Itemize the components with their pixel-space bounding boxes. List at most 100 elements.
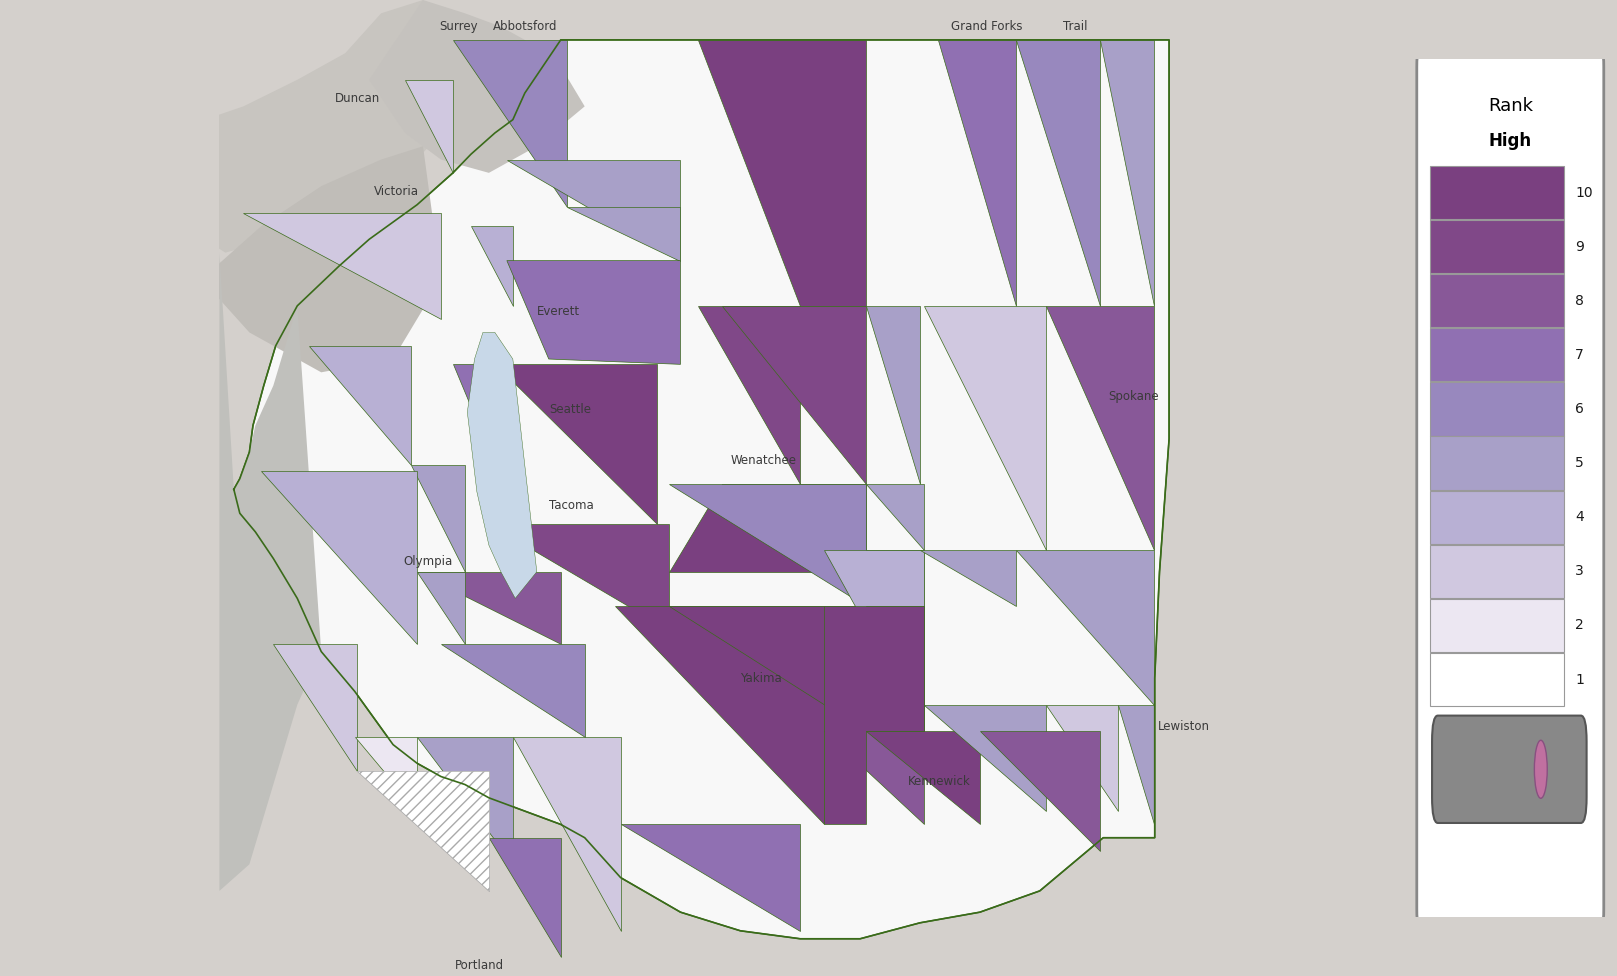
Polygon shape: [506, 159, 681, 261]
Polygon shape: [1046, 305, 1153, 550]
Bar: [1429, 653, 1564, 707]
Text: Trail: Trail: [1064, 20, 1088, 33]
Text: 10: 10: [1575, 185, 1593, 199]
Text: Duncan: Duncan: [335, 92, 380, 104]
Text: 8: 8: [1575, 294, 1585, 307]
Text: Grand Forks: Grand Forks: [951, 20, 1024, 33]
Text: Spokane: Spokane: [1108, 389, 1159, 403]
Text: 2: 2: [1575, 619, 1585, 632]
Text: Wenatchee: Wenatchee: [731, 454, 796, 467]
FancyBboxPatch shape: [1416, 41, 1604, 935]
Polygon shape: [1015, 550, 1153, 705]
Text: Yakima: Yakima: [741, 671, 783, 684]
Polygon shape: [668, 606, 867, 731]
Polygon shape: [513, 737, 621, 931]
Polygon shape: [923, 705, 1046, 811]
Polygon shape: [668, 484, 867, 572]
Text: Portland: Portland: [454, 958, 505, 972]
Polygon shape: [867, 484, 923, 550]
Polygon shape: [453, 40, 566, 208]
Text: Abbotsford: Abbotsford: [493, 20, 558, 33]
Text: 5: 5: [1575, 456, 1585, 470]
Text: Victoria: Victoria: [374, 185, 419, 198]
Polygon shape: [244, 213, 441, 319]
Bar: [1429, 383, 1564, 435]
Text: Low: Low: [1491, 715, 1530, 734]
Polygon shape: [699, 40, 867, 305]
Polygon shape: [488, 837, 561, 957]
Text: 1: 1: [1575, 672, 1585, 686]
Bar: [1429, 328, 1564, 382]
Bar: [1429, 274, 1564, 327]
Text: 3: 3: [1575, 564, 1585, 579]
Polygon shape: [357, 771, 488, 891]
Polygon shape: [234, 40, 1169, 939]
Polygon shape: [404, 80, 453, 173]
Polygon shape: [938, 40, 1015, 305]
Polygon shape: [142, 0, 466, 253]
Polygon shape: [417, 572, 466, 643]
Polygon shape: [668, 484, 867, 606]
Polygon shape: [923, 305, 1046, 550]
Polygon shape: [495, 364, 657, 524]
Text: 7: 7: [1575, 347, 1585, 362]
Polygon shape: [980, 731, 1100, 851]
Polygon shape: [825, 731, 923, 825]
Polygon shape: [467, 333, 537, 598]
FancyBboxPatch shape: [1433, 715, 1586, 823]
Polygon shape: [506, 261, 681, 364]
Text: Kennewick: Kennewick: [909, 775, 970, 789]
Polygon shape: [566, 208, 681, 261]
Polygon shape: [273, 643, 357, 771]
Polygon shape: [369, 0, 585, 173]
Polygon shape: [417, 737, 513, 865]
Bar: [1429, 545, 1564, 598]
Bar: [1429, 491, 1564, 544]
Text: High: High: [1489, 132, 1531, 149]
Polygon shape: [417, 572, 561, 643]
Polygon shape: [354, 737, 417, 811]
Polygon shape: [488, 524, 668, 630]
Text: 6: 6: [1575, 402, 1585, 416]
Polygon shape: [453, 364, 495, 466]
Polygon shape: [867, 550, 923, 606]
Circle shape: [1535, 740, 1547, 798]
Bar: [1429, 166, 1564, 220]
Polygon shape: [867, 550, 920, 606]
Bar: [1429, 436, 1564, 490]
Polygon shape: [357, 771, 488, 891]
Polygon shape: [411, 466, 466, 572]
Polygon shape: [867, 731, 980, 825]
Text: Seattle: Seattle: [548, 403, 590, 416]
Polygon shape: [1046, 705, 1117, 811]
Polygon shape: [621, 825, 800, 931]
Polygon shape: [1015, 40, 1100, 305]
Text: Olympia: Olympia: [404, 554, 453, 568]
Polygon shape: [825, 606, 923, 825]
Text: Lewiston: Lewiston: [1158, 719, 1210, 733]
Polygon shape: [471, 226, 513, 305]
Polygon shape: [867, 606, 923, 731]
Bar: [1429, 220, 1564, 273]
Text: 4: 4: [1575, 510, 1585, 524]
Polygon shape: [1100, 40, 1153, 305]
Polygon shape: [614, 606, 825, 825]
Polygon shape: [441, 643, 585, 737]
Text: Surrey: Surrey: [440, 20, 479, 33]
Polygon shape: [309, 346, 411, 466]
Bar: [1429, 599, 1564, 652]
Text: Tacoma: Tacoma: [548, 499, 593, 511]
Polygon shape: [867, 305, 920, 484]
Polygon shape: [262, 470, 417, 643]
Text: Rank: Rank: [1488, 98, 1533, 115]
Polygon shape: [1117, 705, 1153, 825]
Polygon shape: [220, 253, 322, 891]
Polygon shape: [825, 550, 923, 731]
Polygon shape: [202, 146, 441, 372]
Polygon shape: [357, 771, 488, 891]
Text: Everett: Everett: [537, 305, 581, 317]
Polygon shape: [723, 305, 867, 484]
Polygon shape: [699, 305, 800, 484]
Polygon shape: [920, 550, 1015, 606]
Text: 9: 9: [1575, 240, 1585, 254]
